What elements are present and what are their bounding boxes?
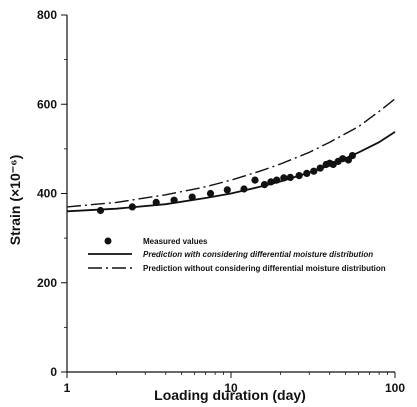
data-point	[188, 193, 196, 201]
y-tick-label: 200	[37, 276, 57, 290]
y-tick-label: 600	[37, 97, 57, 111]
data-point	[286, 173, 294, 181]
data-point	[152, 198, 160, 206]
x-tick-label: 100	[385, 381, 405, 395]
series-line-2	[66, 98, 396, 208]
data-point	[223, 186, 231, 194]
y-tick-label: 0	[50, 365, 57, 379]
data-point	[303, 169, 311, 177]
data-point	[96, 206, 105, 215]
data-point	[339, 155, 347, 163]
y-tick-label: 400	[37, 187, 57, 201]
data-point	[267, 178, 275, 186]
legend-label-measured: Measured values	[143, 237, 208, 246]
data-point	[251, 176, 259, 184]
legend-label-without: Prediction without considering different…	[143, 264, 386, 273]
series-line-1	[66, 131, 396, 213]
legend-label-with: Prediction with considering differential…	[143, 250, 373, 259]
data-point	[206, 189, 215, 198]
data-point	[310, 167, 318, 175]
data-point	[295, 172, 303, 180]
legend-marker-measured	[104, 237, 112, 245]
data-point	[273, 176, 281, 184]
data-point	[316, 164, 324, 172]
data-point	[280, 174, 288, 182]
y-axis-ticks: 0 200 400 600 800	[37, 8, 67, 379]
data-point	[260, 181, 269, 189]
y-tick-label: 800	[37, 8, 57, 22]
legend: Measured values Prediction with consider…	[88, 237, 386, 273]
y-axis-title: Strain (×10⁻⁶)	[7, 155, 23, 245]
data-point	[348, 152, 356, 160]
data-point	[128, 203, 136, 211]
data-point	[170, 196, 178, 204]
data-point	[240, 185, 248, 193]
x-axis-title: Loading duration (day)	[154, 387, 306, 403]
x-tick-label: 10	[224, 381, 238, 395]
measured-points	[96, 152, 356, 215]
x-tick-label: 1	[64, 381, 71, 395]
x-axis-ticks: 1 10 100	[64, 372, 405, 395]
series-lines	[66, 98, 396, 213]
